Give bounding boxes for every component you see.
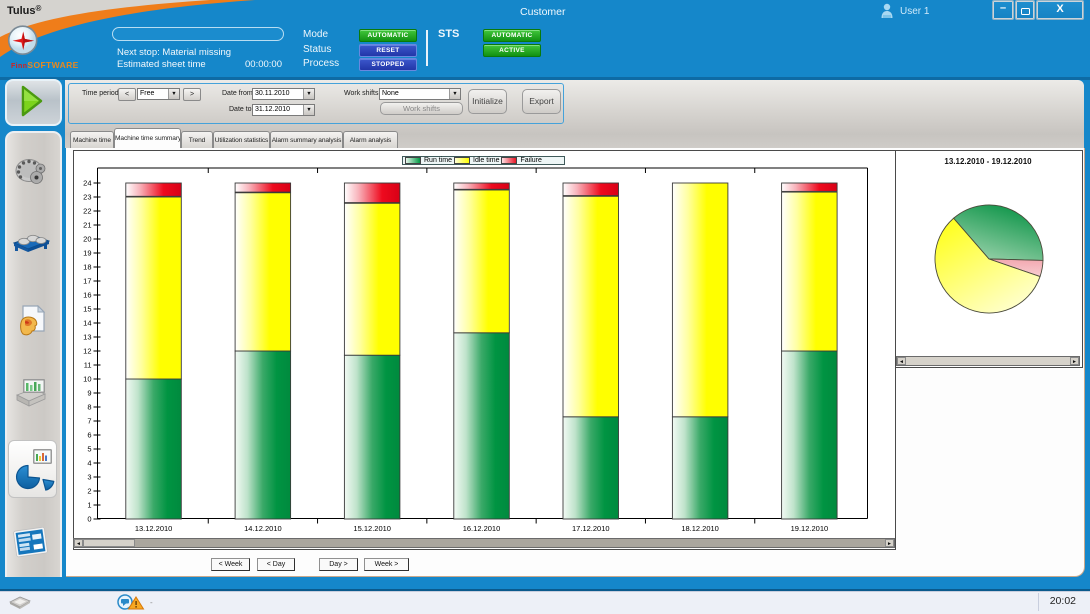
svg-text:16.12.2010: 16.12.2010: [463, 524, 501, 533]
svg-text:7: 7: [87, 417, 91, 426]
svg-text:11: 11: [84, 361, 92, 370]
svg-text:21: 21: [83, 221, 91, 230]
svg-text:22: 22: [83, 207, 91, 216]
svg-text:15.12.2010: 15.12.2010: [353, 524, 391, 533]
svg-text:17.12.2010: 17.12.2010: [572, 524, 610, 533]
svg-text:16: 16: [83, 291, 91, 300]
svg-text:6: 6: [87, 431, 91, 440]
svg-text:24: 24: [83, 179, 91, 188]
svg-text:9: 9: [87, 389, 91, 398]
svg-text:4: 4: [87, 459, 91, 468]
svg-text:14: 14: [83, 319, 91, 328]
svg-text:17: 17: [83, 277, 91, 286]
svg-text:14.12.2010: 14.12.2010: [244, 524, 282, 533]
svg-text:5: 5: [87, 445, 91, 454]
svg-text:18: 18: [83, 263, 91, 272]
svg-text:20: 20: [83, 235, 91, 244]
svg-text:19.12.2010: 19.12.2010: [791, 524, 829, 533]
svg-text:23: 23: [83, 193, 91, 202]
svg-text:13.12.2010: 13.12.2010: [135, 524, 173, 533]
svg-text:13: 13: [83, 333, 91, 342]
svg-text:15: 15: [83, 305, 91, 314]
svg-text:3: 3: [87, 473, 91, 482]
svg-text:10: 10: [83, 375, 91, 384]
svg-text:19: 19: [83, 249, 91, 258]
svg-text:18.12.2010: 18.12.2010: [681, 524, 719, 533]
svg-text:0: 0: [87, 515, 91, 524]
svg-text:2: 2: [87, 487, 91, 496]
svg-text:12: 12: [83, 347, 91, 356]
svg-text:1: 1: [87, 501, 91, 510]
svg-text:8: 8: [87, 403, 91, 412]
